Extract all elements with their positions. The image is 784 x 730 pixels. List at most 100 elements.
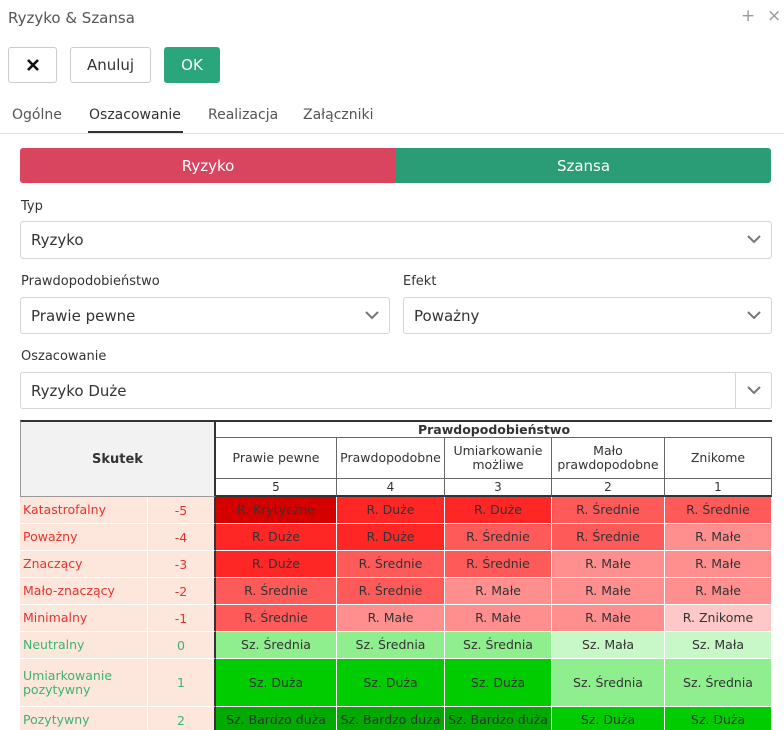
matrix-cell: R. Średnie: [216, 605, 337, 632]
select-value: Ryzyko Duże: [31, 381, 127, 400]
likelihood-header: Prawdopodobieństwo: [216, 420, 772, 438]
field-label: Oszacowanie: [21, 349, 107, 364]
column-score: 3: [445, 479, 552, 497]
chevron: [747, 310, 761, 319]
matrix-cell: R. Małe: [445, 578, 552, 605]
matrix-cell: Sz. Duża: [216, 659, 337, 707]
row-score: -1: [148, 605, 216, 632]
row-score: 0: [148, 632, 216, 659]
toggle-risk[interactable]: Ryzyko: [20, 148, 396, 183]
matrix-cell: Sz. Mała: [665, 632, 772, 659]
select-separator: [735, 373, 736, 408]
cancel-button[interactable]: Anuluj: [70, 47, 151, 83]
row-score: 1: [148, 659, 216, 707]
matrix-cell: R. Duże: [337, 524, 445, 551]
ok-button[interactable]: OK: [164, 47, 220, 83]
matrix-cell: R. Małe: [552, 605, 665, 632]
impact-header: Skutek: [20, 420, 216, 497]
matrix-cell: R. Małe: [552, 578, 665, 605]
matrix-cell: Sz. Średnia: [665, 659, 772, 707]
row-score: -3: [148, 551, 216, 578]
matrix-cell: Sz. Bardzo duża: [216, 707, 337, 730]
row-label: Poważny: [20, 524, 148, 551]
matrix-cell: R. Małe: [665, 578, 772, 605]
matrix-cell: R. Małe: [552, 551, 665, 578]
close-button[interactable]: [8, 47, 57, 83]
select[interactable]: Ryzyko: [20, 221, 772, 259]
select[interactable]: Prawie pewne: [20, 297, 390, 334]
row-label: Mało-znaczący: [20, 578, 148, 605]
matrix-cell: Sz. Średnia: [337, 632, 445, 659]
field-label: Efekt: [403, 274, 437, 289]
tab-underline: [88, 131, 183, 133]
matrix-cell: Sz. Średnia: [445, 632, 552, 659]
matrix-cell: R. Średnie: [445, 551, 552, 578]
matrix-cell: Sz. Duża: [665, 707, 772, 730]
toggle-opportunity[interactable]: Szansa: [396, 148, 771, 183]
row-label: Minimalny: [20, 605, 148, 632]
select[interactable]: Ryzyko Duże: [20, 372, 772, 409]
tab[interactable]: Oszacowanie: [89, 107, 181, 123]
row-label: Umiarkowanie pozytywny: [20, 659, 148, 707]
column-label: Znikome: [665, 438, 772, 479]
close-window[interactable]: ×: [767, 6, 782, 26]
column-score: 4: [337, 479, 445, 497]
column-label: Mało prawdopodobne: [552, 438, 665, 479]
matrix-cell: R. Małe: [665, 551, 772, 578]
matrix-cell: R. Średnie: [552, 524, 665, 551]
chevron: [365, 310, 379, 319]
matrix-cell: R. Duże: [445, 497, 552, 524]
row-label: Pozytywny: [20, 707, 148, 730]
column-score: 1: [665, 479, 772, 497]
matrix-cell: R. Małe: [665, 524, 772, 551]
matrix-cell: R. Krytyczne: [216, 497, 337, 524]
select-value: Prawie pewne: [31, 306, 136, 325]
close-icon: [26, 59, 39, 71]
row-label: Znaczący: [20, 551, 148, 578]
matrix-cell: Sz. Bardzo duża: [337, 707, 445, 730]
tab[interactable]: Realizacja: [208, 107, 279, 123]
matrix-cell: Sz. Mała: [552, 632, 665, 659]
matrix-cell: Sz. Duża: [337, 659, 445, 707]
matrix-cell: R. Średnie: [445, 524, 552, 551]
chevron: [747, 235, 761, 244]
row-label: Katastrofalny: [20, 497, 148, 524]
select-value: Poważny: [414, 306, 480, 325]
chevron: [747, 385, 761, 394]
matrix-cell: Sz. Bardzo duża: [445, 707, 552, 730]
matrix-cell: Sz. Duża: [445, 659, 552, 707]
field-label: Typ: [21, 199, 43, 214]
matrix-cell: Sz. Duża: [552, 707, 665, 730]
matrix-cell: Sz. Średnia: [216, 632, 337, 659]
tab[interactable]: Załączniki: [303, 107, 374, 123]
row-score: -2: [148, 578, 216, 605]
row-score: -5: [148, 497, 216, 524]
matrix-cell: R. Duże: [337, 497, 445, 524]
field-label: Prawdopodobieństwo: [21, 274, 160, 289]
column-label: Prawdopodobne: [337, 438, 445, 479]
matrix-cell: R. Małe: [337, 605, 445, 632]
select-value: Ryzyko: [31, 231, 84, 249]
maximize[interactable]: +: [741, 6, 756, 26]
window-title: Ryzyko & Szansa: [8, 9, 135, 27]
column-label: Umiarkowanie możliwe: [445, 438, 552, 479]
matrix-cell: R. Duże: [216, 551, 337, 578]
matrix-cell: R. Średnie: [337, 551, 445, 578]
matrix-cell: R. Średnie: [216, 578, 337, 605]
column-label: Prawie pewne: [216, 438, 337, 479]
matrix-cell: R. Średnie: [552, 497, 665, 524]
matrix-cell: R. Znikome: [665, 605, 772, 632]
tab[interactable]: Ogólne: [12, 107, 62, 123]
matrix-cell: R. Duże: [216, 524, 337, 551]
row-score: -4: [148, 524, 216, 551]
matrix-cell: R. Średnie: [665, 497, 772, 524]
matrix-cell: R. Małe: [445, 605, 552, 632]
matrix-cell: Sz. Średnia: [552, 659, 665, 707]
tab-divider: [0, 133, 784, 134]
row-label: Neutralny: [20, 632, 148, 659]
matrix-cell: R. Średnie: [337, 578, 445, 605]
row-score: 2: [148, 707, 216, 730]
select[interactable]: Poważny: [403, 297, 772, 334]
column-score: 5: [216, 479, 337, 497]
